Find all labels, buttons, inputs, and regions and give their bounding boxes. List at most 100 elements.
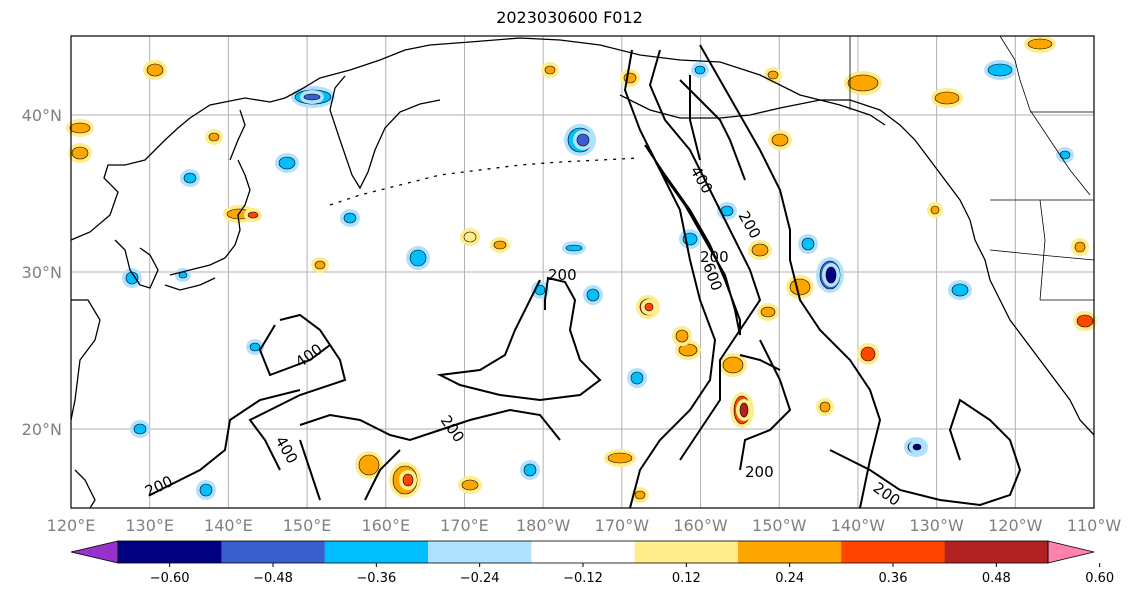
anomaly-patch bbox=[634, 490, 646, 500]
contour-label: 200 bbox=[548, 266, 577, 284]
anomaly-patch bbox=[69, 122, 91, 134]
anomaly-patch bbox=[461, 479, 479, 491]
anomaly-patch bbox=[146, 63, 164, 77]
anomaly-patch bbox=[722, 356, 744, 374]
shaded-field bbox=[66, 35, 1097, 503]
colorbar-bin bbox=[118, 541, 222, 563]
coastlines bbox=[70, 37, 1095, 509]
anomaly-patch bbox=[523, 463, 537, 477]
anomaly-patch bbox=[303, 93, 321, 101]
borders bbox=[849, 35, 1095, 301]
longitude-label: 130°E bbox=[125, 516, 174, 535]
anomaly-patch bbox=[249, 342, 261, 352]
anomaly-patch bbox=[934, 91, 960, 105]
colorbar-bin bbox=[221, 541, 326, 563]
anomaly-patch bbox=[789, 278, 811, 296]
anomaly-patch bbox=[1074, 241, 1086, 253]
colorbar-tick-label: 0.24 bbox=[775, 571, 804, 586]
colorbar-tick-label: 0.60 bbox=[1085, 571, 1114, 586]
anomaly-patch bbox=[951, 283, 969, 297]
colorbar-tick-label: −0.36 bbox=[356, 571, 396, 586]
colorbar-bin bbox=[324, 541, 429, 563]
colorbar-ticks: −0.60 −0.48 −0.36 −0.24 −0.12 0.12 0.24 0.36 0.4… bbox=[150, 563, 1114, 586]
anomaly-patch bbox=[771, 133, 789, 147]
longitude-label: 170°W bbox=[595, 516, 650, 535]
longitude-label: 130°W bbox=[909, 516, 964, 535]
anomaly-patch bbox=[739, 402, 749, 418]
anomaly-patch bbox=[847, 74, 879, 92]
contour-label: 200 bbox=[745, 463, 774, 481]
anomaly-patch bbox=[1027, 38, 1053, 50]
contour-lines bbox=[149, 44, 1022, 509]
colorbar-tick-label: 0.48 bbox=[982, 571, 1011, 586]
longitude-label: 110°W bbox=[1067, 516, 1122, 535]
anomaly-patch bbox=[801, 237, 815, 251]
anomaly-patch bbox=[644, 302, 654, 312]
anomaly-patch bbox=[409, 249, 427, 267]
anomaly-patch bbox=[630, 371, 644, 385]
colorbar-bin bbox=[738, 541, 842, 563]
anomaly-patch bbox=[930, 205, 940, 215]
longitude-label: 160°W bbox=[673, 516, 728, 535]
longitude-label: 180°W bbox=[516, 516, 571, 535]
colorbar-tick-label: −0.60 bbox=[150, 571, 190, 586]
anomaly-patch bbox=[825, 266, 837, 284]
anomaly-patch bbox=[987, 63, 1013, 77]
longitude-label: 120°W bbox=[988, 516, 1043, 535]
anomaly-patch bbox=[586, 288, 600, 302]
longitude-label: 140°E bbox=[204, 516, 253, 535]
longitude-label: 160°E bbox=[361, 516, 410, 535]
anomaly-patch bbox=[819, 401, 831, 413]
anomaly-patch bbox=[576, 133, 590, 147]
colorbar-extend-min bbox=[70, 540, 119, 564]
colorbar-bin bbox=[634, 541, 739, 563]
anomaly-patch bbox=[314, 260, 326, 270]
anomaly-patch bbox=[463, 231, 477, 243]
colorbar-tick-label: 0.12 bbox=[672, 571, 701, 586]
anomaly-patch bbox=[199, 483, 213, 497]
map-frame bbox=[70, 35, 1095, 509]
anomaly-patch bbox=[133, 423, 147, 435]
anomaly-patch bbox=[402, 473, 414, 487]
colorbar-bin bbox=[841, 541, 946, 563]
anomaly-patch bbox=[912, 443, 922, 451]
colorbar-tick-label: 0.36 bbox=[879, 571, 908, 586]
anomaly-patch bbox=[208, 132, 220, 142]
anomaly-patch bbox=[343, 212, 357, 224]
colorbar-extend-max bbox=[1047, 540, 1095, 564]
longitude-label: 170°E bbox=[440, 516, 489, 535]
colorbar-tick-label: −0.12 bbox=[563, 571, 603, 586]
anomaly-patch bbox=[183, 172, 197, 184]
latitude-label: 40°N bbox=[22, 106, 62, 125]
longitude-labels: 120°E 130°E 140°E 150°E 160°E 170°E 180°W 170°W… bbox=[47, 516, 1122, 535]
colorbar-bin bbox=[531, 541, 636, 563]
anomaly-patch bbox=[751, 243, 769, 257]
longitude-label: 140°W bbox=[831, 516, 886, 535]
anomaly-patch bbox=[607, 452, 633, 464]
anomaly-patch bbox=[247, 211, 259, 219]
longitude-label: 120°E bbox=[47, 516, 96, 535]
latitude-label: 20°N bbox=[22, 420, 62, 439]
anomaly-patch bbox=[278, 156, 296, 170]
anomaly-patch bbox=[694, 65, 706, 75]
anomaly-patch bbox=[1076, 314, 1094, 328]
anomaly-patch bbox=[675, 329, 689, 343]
anomaly-patch bbox=[860, 346, 876, 362]
colorbar-tick-label: −0.24 bbox=[460, 571, 500, 586]
contour-label: 200 bbox=[700, 248, 729, 266]
latitude-label: 30°N bbox=[22, 263, 62, 282]
longitude-label: 150°W bbox=[752, 516, 807, 535]
anomaly-patch bbox=[358, 454, 380, 476]
anomaly-patch bbox=[767, 70, 779, 80]
anomaly-patch bbox=[544, 65, 556, 75]
colorbar-bin bbox=[428, 541, 532, 563]
colorbar-tick-label: −0.48 bbox=[253, 571, 293, 586]
colorbar-bin bbox=[944, 541, 1049, 563]
anomaly-patch bbox=[71, 146, 89, 160]
longitude-label: 150°E bbox=[283, 516, 332, 535]
map-title: 2023030600 F012 bbox=[496, 8, 643, 27]
anomaly-patch bbox=[493, 240, 507, 250]
anomaly-patch bbox=[760, 306, 776, 318]
colorbar bbox=[70, 540, 1095, 564]
